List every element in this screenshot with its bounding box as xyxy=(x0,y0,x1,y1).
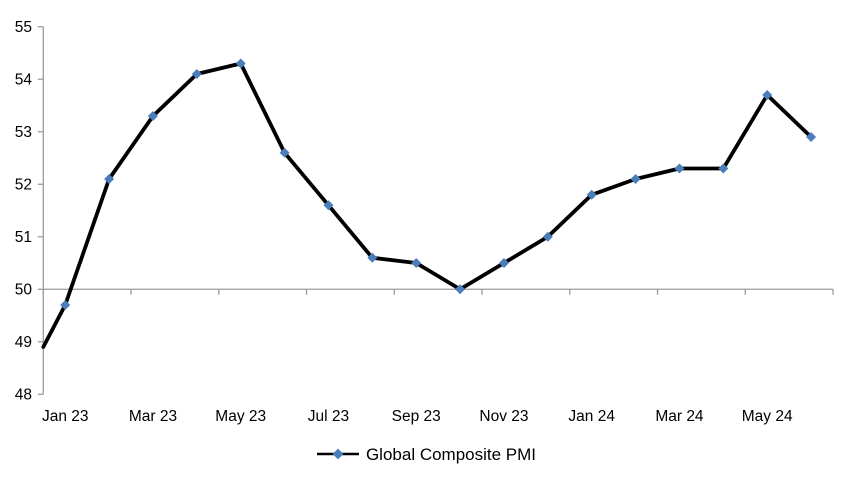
pmi-line xyxy=(41,61,813,349)
data-point-marker xyxy=(411,258,422,269)
data-point-marker xyxy=(235,58,246,69)
x-axis-label: Nov 23 xyxy=(479,408,528,425)
legend-diamond-icon xyxy=(332,448,344,460)
data-point-marker xyxy=(147,110,158,121)
data-point-marker xyxy=(323,200,334,211)
data-point-marker xyxy=(455,284,466,295)
x-axis-label: Jan 23 xyxy=(42,408,89,425)
data-point-marker xyxy=(674,163,685,174)
data-point-marker xyxy=(542,231,553,242)
x-axis-label: Jan 24 xyxy=(568,408,615,425)
y-axis-label: 53 xyxy=(15,124,32,141)
data-point-marker xyxy=(718,163,729,174)
data-point-marker xyxy=(586,189,597,200)
x-axis-label: Mar 23 xyxy=(129,408,177,425)
data-point-marker xyxy=(104,174,115,185)
data-point-marker xyxy=(762,89,773,100)
x-axis-label: Sep 23 xyxy=(392,408,441,425)
x-axis-label: May 23 xyxy=(215,408,266,425)
y-axis-label: 51 xyxy=(15,229,32,246)
y-axis-label: 48 xyxy=(15,387,32,404)
y-axis-label: 54 xyxy=(15,71,33,88)
y-axis-label: 52 xyxy=(15,176,32,193)
data-point-marker xyxy=(367,252,378,263)
legend-label: Global Composite PMI xyxy=(365,444,537,464)
data-point-marker xyxy=(498,258,509,269)
x-axis-label: May 24 xyxy=(742,408,793,425)
x-axis-label: Jul 23 xyxy=(308,408,349,425)
data-point-marker xyxy=(806,132,817,143)
x-axis-label: Mar 24 xyxy=(655,408,704,425)
y-axis-label: 55 xyxy=(15,19,32,36)
y-axis-label: 49 xyxy=(15,334,32,351)
data-point-marker xyxy=(60,300,71,311)
data-point-marker xyxy=(191,68,202,79)
legend-line-marker-sample xyxy=(316,448,359,460)
data-point-marker xyxy=(279,147,290,158)
data-point-marker xyxy=(630,174,641,185)
y-axis-label: 50 xyxy=(15,281,33,298)
legend: Global Composite PMI xyxy=(0,443,852,465)
